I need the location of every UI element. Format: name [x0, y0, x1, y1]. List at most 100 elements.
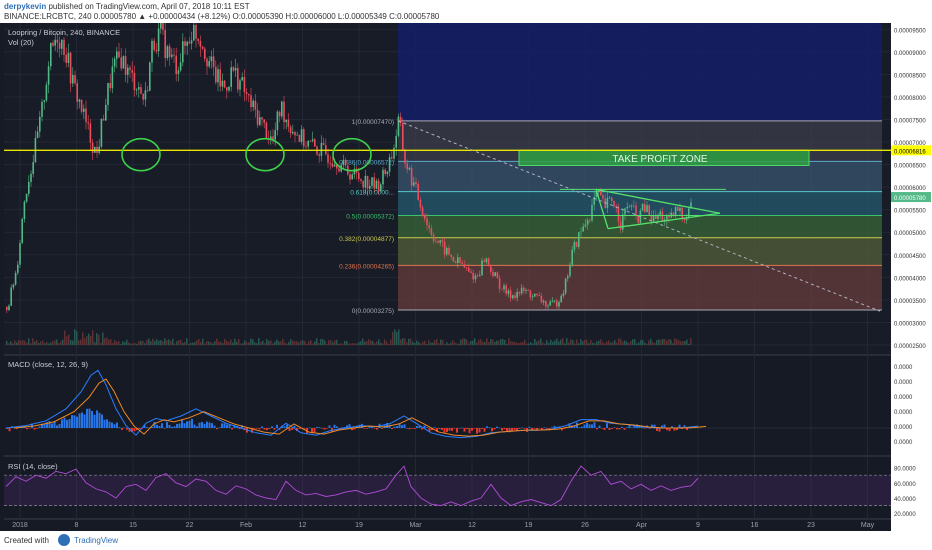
candle-body — [644, 204, 646, 212]
candle-body — [195, 25, 197, 39]
time-tick-label: Feb — [240, 522, 252, 529]
volume-bar — [326, 343, 328, 345]
macd-line — [5, 369, 699, 439]
price-tick-label: 0.00002500 — [894, 344, 926, 350]
volume-bar — [12, 343, 14, 345]
candle-body — [542, 300, 545, 303]
triangle-lower-line — [607, 212, 721, 230]
candle-body — [56, 39, 59, 43]
volume-bar — [28, 338, 30, 345]
candle-body — [567, 276, 569, 279]
macd-histogram-bar — [443, 428, 446, 433]
macd-histogram-bar — [648, 428, 651, 429]
volume-bar — [18, 340, 20, 345]
candle-body — [292, 132, 294, 134]
volume-bar — [636, 343, 638, 345]
rsi-tick-label: 80.0000 — [894, 467, 916, 473]
tradingview-link[interactable]: TradingView — [74, 536, 119, 545]
candle-body — [461, 262, 463, 265]
candle-body — [261, 117, 263, 120]
macd-histogram-bar — [458, 428, 461, 429]
username-link[interactable]: derpykevin — [4, 2, 47, 11]
candle-body — [595, 191, 598, 198]
volume-bar — [312, 343, 314, 345]
macd-histogram-bar — [391, 428, 393, 430]
macd-histogram-bar — [616, 428, 618, 430]
candle-body — [54, 39, 56, 46]
time-tick-label: 23 — [807, 522, 815, 529]
volume-bar — [672, 343, 674, 345]
macd-histogram-bar — [608, 428, 611, 430]
macd-histogram-bar — [233, 425, 236, 428]
volume-bar — [348, 343, 350, 345]
candle-body — [391, 157, 393, 159]
volume-bar — [130, 343, 132, 345]
volume-bar — [618, 338, 620, 345]
candle-body — [296, 134, 298, 136]
candle-body — [364, 175, 367, 188]
volume-bar — [320, 338, 322, 345]
volume-bar — [142, 340, 144, 345]
volume-bar — [200, 341, 202, 345]
candle-body — [113, 58, 116, 67]
candle-body — [67, 52, 70, 63]
candle-body — [668, 215, 670, 218]
candle-body — [8, 305, 10, 311]
candle-body — [252, 100, 254, 108]
volume-bar — [300, 340, 302, 345]
macd-histogram-bar — [106, 419, 108, 428]
macd-histogram-bar — [73, 415, 76, 428]
volume-bar — [20, 341, 22, 345]
volume-bar — [290, 339, 292, 345]
volume-bar — [150, 341, 152, 345]
candle-body — [556, 300, 558, 307]
macd-histogram-bar — [228, 424, 231, 428]
volume-bar — [386, 341, 388, 345]
volume-bar — [454, 342, 456, 345]
volume-bar — [126, 339, 128, 345]
volume-bar — [442, 340, 444, 345]
volume-bar — [96, 333, 98, 345]
candle-body — [309, 140, 312, 142]
volume-bar — [520, 342, 522, 345]
candle-body — [47, 66, 50, 85]
volume-bar — [388, 343, 390, 345]
chart-canvas[interactable]: 1(0.00007470) 0.786(0.00006572) 0.618(0.00… — [0, 23, 932, 531]
volume-bar — [644, 342, 646, 345]
candle-body — [494, 272, 496, 277]
macd-histogram-bar — [593, 422, 596, 428]
macd-histogram-bar — [161, 423, 163, 428]
candle-body — [602, 195, 604, 199]
macd-histogram-bar — [683, 425, 686, 428]
support-circle-annotation — [121, 137, 161, 172]
volume-bar — [356, 343, 358, 345]
candle-body — [272, 136, 274, 140]
macd-histogram-bar — [96, 410, 98, 428]
volume-bar — [282, 338, 284, 345]
volume-bar — [54, 340, 56, 345]
candle-body — [366, 175, 369, 189]
candle-body — [399, 116, 402, 124]
volume-bar — [68, 334, 70, 345]
volume-bar — [412, 341, 414, 345]
volume-bar — [528, 343, 530, 345]
candle-body — [307, 140, 309, 147]
volume-bar — [416, 340, 418, 345]
candle-body — [496, 272, 499, 279]
volume-bar — [306, 343, 308, 345]
volume-bar — [434, 340, 436, 345]
macd-histogram-bar — [216, 428, 218, 430]
volume-bar — [538, 340, 540, 345]
volume-bar — [492, 339, 494, 345]
volume-bar — [516, 342, 518, 345]
candle-body — [294, 132, 296, 136]
macd-histogram-bar — [543, 427, 546, 428]
macd-histogram-bar — [408, 428, 411, 430]
volume-bar — [500, 339, 502, 345]
volume-bar — [472, 340, 474, 345]
macd-histogram-bar — [668, 428, 671, 432]
macd-histogram-bar — [218, 427, 221, 428]
candle-body — [395, 135, 397, 148]
candle-body — [582, 226, 584, 232]
candle-body — [468, 267, 470, 272]
